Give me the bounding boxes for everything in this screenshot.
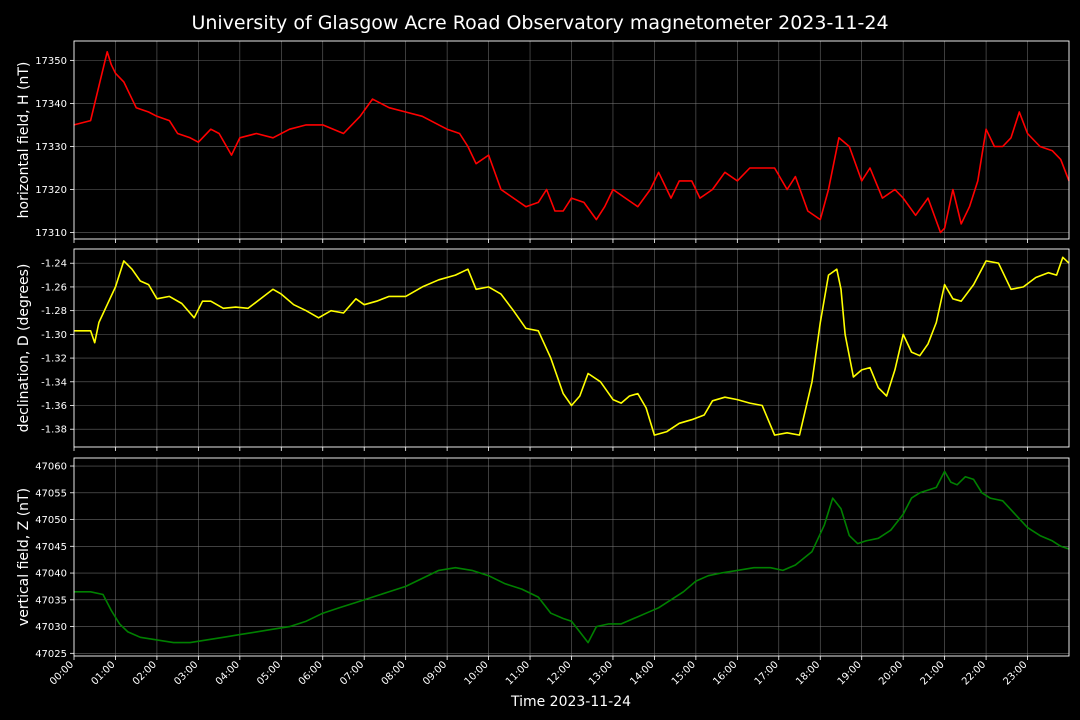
horizontal-field-axes-frame (73, 40, 1070, 240)
horizontal-field-y-axis-label: horizontal field, H (nT) (16, 62, 32, 219)
declination-y-tick-label: -1.24 (41, 259, 67, 270)
vertical-field-y-tick-label: 47045 (35, 542, 67, 553)
vertical-field-y-tick-label: 47025 (35, 649, 67, 660)
vertical-field-y-tick-label: 47040 (35, 569, 67, 580)
horizontal-field-y-tick-label: 17340 (35, 99, 67, 110)
declination-y-tick-label: -1.30 (41, 330, 67, 341)
horizontal-field-series-line (73, 51, 1070, 234)
vertical-field-y-tick-label: 47060 (35, 462, 67, 473)
declination-y-tick-label: -1.28 (41, 306, 67, 317)
x-axis-label: Time 2023-11-24 (510, 694, 631, 710)
vertical-field-y-tick-label: 47055 (35, 488, 67, 499)
declination-series-line (74, 256, 1070, 436)
declination-panel: -1.24 -1.26 -1.28 -1.30 -1.32 -1.34 -1.36 -1.38… (16, 248, 1070, 451)
declination-y-tick-label: -1.38 (41, 425, 67, 436)
vertical-field-y-tick-label: 47035 (35, 595, 67, 606)
vertical-field-y-tick-label: 47030 (35, 622, 67, 633)
horizontal-field-y-tick-label: 17330 (35, 142, 67, 153)
horizontal-field-y-tick-label: 17310 (35, 228, 67, 239)
declination-y-axis-label: declination, D (degrees) (16, 264, 32, 433)
chart-title: University of Glasgow Acre Road Observat… (191, 12, 888, 34)
vertical-field-axes-frame (73, 457, 1070, 657)
declination-axes-frame (73, 248, 1070, 448)
declination-y-tick-label: -1.26 (41, 282, 67, 293)
declination-y-tick-label: -1.32 (41, 354, 67, 365)
vertical-field-y-tick-label: 47050 (35, 515, 67, 526)
declination-y-tick-label: -1.36 (41, 401, 67, 412)
declination-y-tick-label: -1.34 (41, 377, 67, 388)
vertical-field-series-line (74, 470, 1070, 644)
horizontal-field-y-tick-label: 17350 (35, 56, 67, 67)
horizontal-field-y-tick-label: 17320 (35, 185, 67, 196)
vertical-field-panel: 47025 47030 47035 47040 47045 47050 47055 47060… (16, 457, 1070, 660)
vertical-field-y-axis-label: vertical field, Z (nT) (16, 488, 32, 626)
